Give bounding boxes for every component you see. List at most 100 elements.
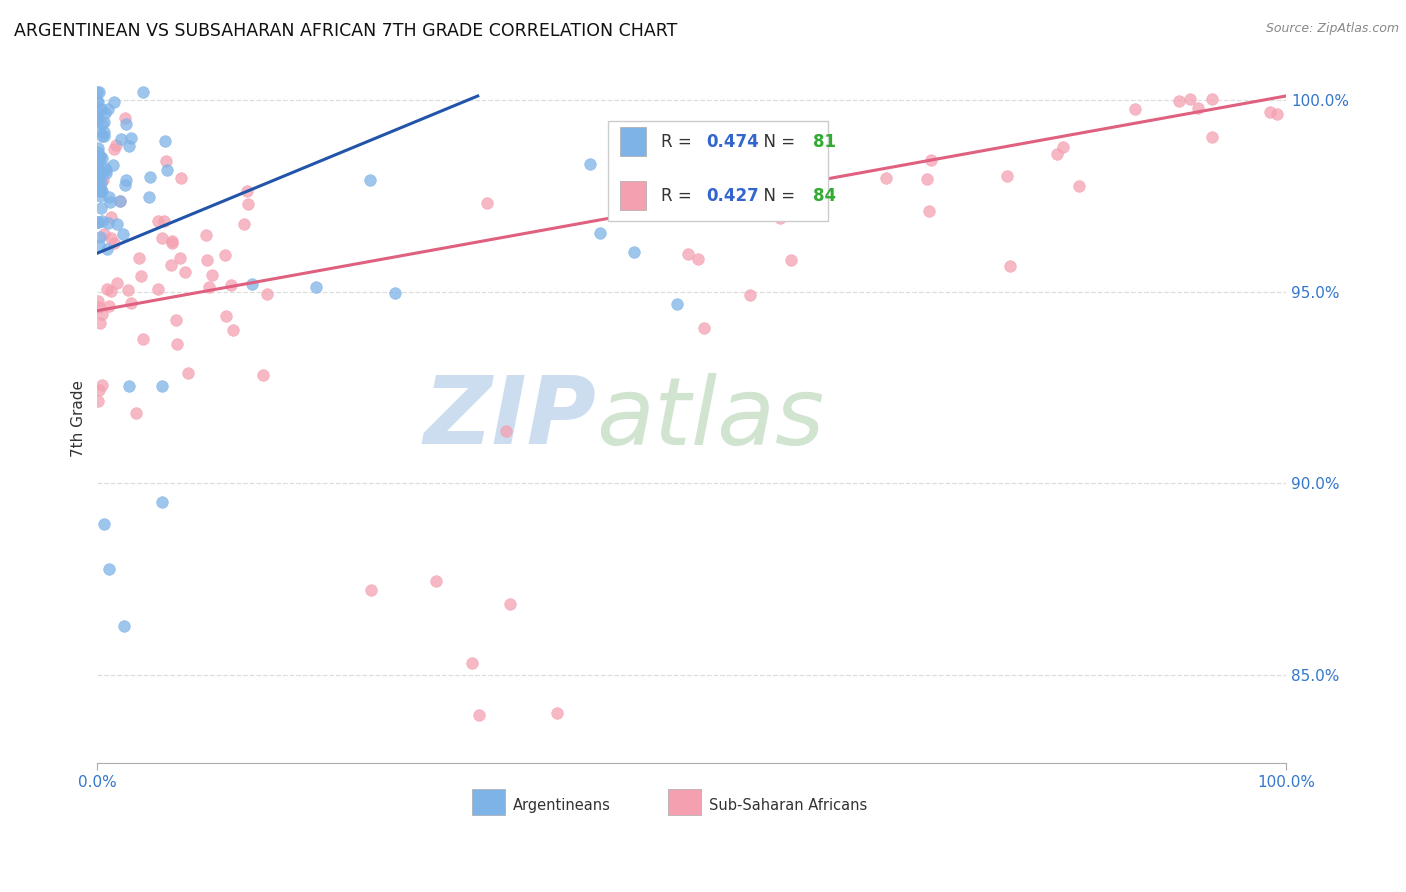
Point xyxy=(499,597,522,611)
Point xyxy=(115,117,138,131)
Point xyxy=(110,132,132,146)
Point xyxy=(87,141,110,155)
Point xyxy=(87,153,110,168)
Point xyxy=(86,94,108,108)
Point xyxy=(94,106,117,120)
Point xyxy=(118,139,141,153)
Point xyxy=(117,283,139,297)
Point xyxy=(90,175,112,189)
Point xyxy=(98,299,121,313)
Point xyxy=(1258,105,1281,120)
Point xyxy=(425,574,447,589)
Point xyxy=(242,277,264,292)
Point xyxy=(105,277,128,291)
Point xyxy=(97,215,120,229)
Point xyxy=(238,196,260,211)
Point xyxy=(236,185,259,199)
Point xyxy=(995,169,1018,183)
Y-axis label: 7th Grade: 7th Grade xyxy=(72,379,86,457)
Point xyxy=(96,166,118,180)
Point xyxy=(139,169,162,184)
Point xyxy=(86,105,108,120)
Point xyxy=(128,251,150,265)
Point xyxy=(219,278,242,293)
Point xyxy=(166,337,188,351)
Point xyxy=(89,316,111,330)
Point xyxy=(138,190,160,204)
Point xyxy=(90,184,112,198)
Point xyxy=(90,214,112,228)
Point xyxy=(359,173,381,187)
Point xyxy=(89,229,111,244)
Point xyxy=(90,306,112,320)
Point xyxy=(118,379,141,393)
Point xyxy=(734,175,756,189)
Point xyxy=(112,618,135,632)
Point xyxy=(114,173,136,187)
Point xyxy=(90,184,112,198)
Point xyxy=(91,173,114,187)
Point xyxy=(201,268,224,282)
Point xyxy=(1178,92,1201,106)
Point xyxy=(165,313,187,327)
Point xyxy=(1123,102,1146,116)
Point xyxy=(780,252,803,267)
Point xyxy=(89,170,111,185)
Text: ARGENTINEAN VS SUBSAHARAN AFRICAN 7TH GRADE CORRELATION CHART: ARGENTINEAN VS SUBSAHARAN AFRICAN 7TH GR… xyxy=(14,22,678,40)
Point xyxy=(90,378,112,392)
Point xyxy=(252,368,274,383)
Point xyxy=(477,196,499,211)
Point xyxy=(195,228,218,243)
Point xyxy=(150,379,173,393)
Point xyxy=(918,203,941,218)
Point xyxy=(170,170,193,185)
Point xyxy=(114,111,136,125)
Point xyxy=(89,189,111,203)
Point xyxy=(108,194,131,208)
Point xyxy=(101,158,124,172)
Point xyxy=(495,425,517,439)
Point xyxy=(97,102,120,116)
Point xyxy=(153,214,176,228)
Point xyxy=(132,85,155,99)
Text: 81: 81 xyxy=(813,133,837,151)
Point xyxy=(468,708,491,723)
Point xyxy=(1265,107,1288,121)
Point xyxy=(579,157,602,171)
Point xyxy=(89,149,111,163)
Point xyxy=(1168,95,1191,109)
Point xyxy=(146,214,169,228)
Point xyxy=(256,287,278,301)
Point xyxy=(87,124,110,138)
Point xyxy=(146,282,169,296)
Point xyxy=(87,95,110,109)
Text: N =: N = xyxy=(754,133,801,151)
Point xyxy=(98,562,121,576)
Bar xyxy=(668,789,702,814)
Point xyxy=(89,300,111,314)
Text: atlas: atlas xyxy=(596,373,825,464)
Point xyxy=(93,115,115,129)
Point xyxy=(94,161,117,175)
Point xyxy=(89,179,111,194)
Point xyxy=(589,226,612,240)
Point xyxy=(623,245,645,260)
Point xyxy=(360,583,382,598)
Point xyxy=(152,495,174,509)
Point xyxy=(93,227,115,241)
Point xyxy=(676,247,699,261)
Point xyxy=(89,383,111,397)
Text: ZIP: ZIP xyxy=(423,372,596,464)
Point xyxy=(93,129,115,144)
Point xyxy=(100,210,122,224)
Point xyxy=(87,184,110,198)
Point xyxy=(110,194,132,208)
Point xyxy=(86,149,108,163)
Point xyxy=(693,321,716,335)
Point xyxy=(177,366,200,380)
Point xyxy=(100,284,122,298)
Point xyxy=(124,406,146,420)
Point xyxy=(103,236,125,251)
Point xyxy=(915,171,938,186)
Point xyxy=(214,248,236,262)
